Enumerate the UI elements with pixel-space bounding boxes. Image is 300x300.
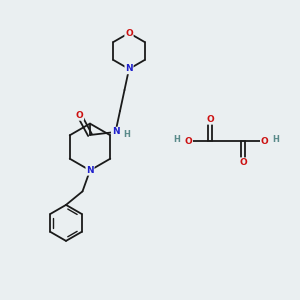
Text: O: O <box>76 111 83 120</box>
Text: H: H <box>174 135 180 144</box>
Text: O: O <box>125 28 133 38</box>
Text: O: O <box>239 158 247 167</box>
Text: N: N <box>86 166 94 175</box>
Text: N: N <box>112 128 119 136</box>
Text: H: H <box>273 135 279 144</box>
Text: N: N <box>125 64 133 74</box>
Text: O: O <box>206 115 214 124</box>
Text: O: O <box>184 136 192 146</box>
Text: H: H <box>124 130 130 139</box>
Text: O: O <box>261 136 268 146</box>
